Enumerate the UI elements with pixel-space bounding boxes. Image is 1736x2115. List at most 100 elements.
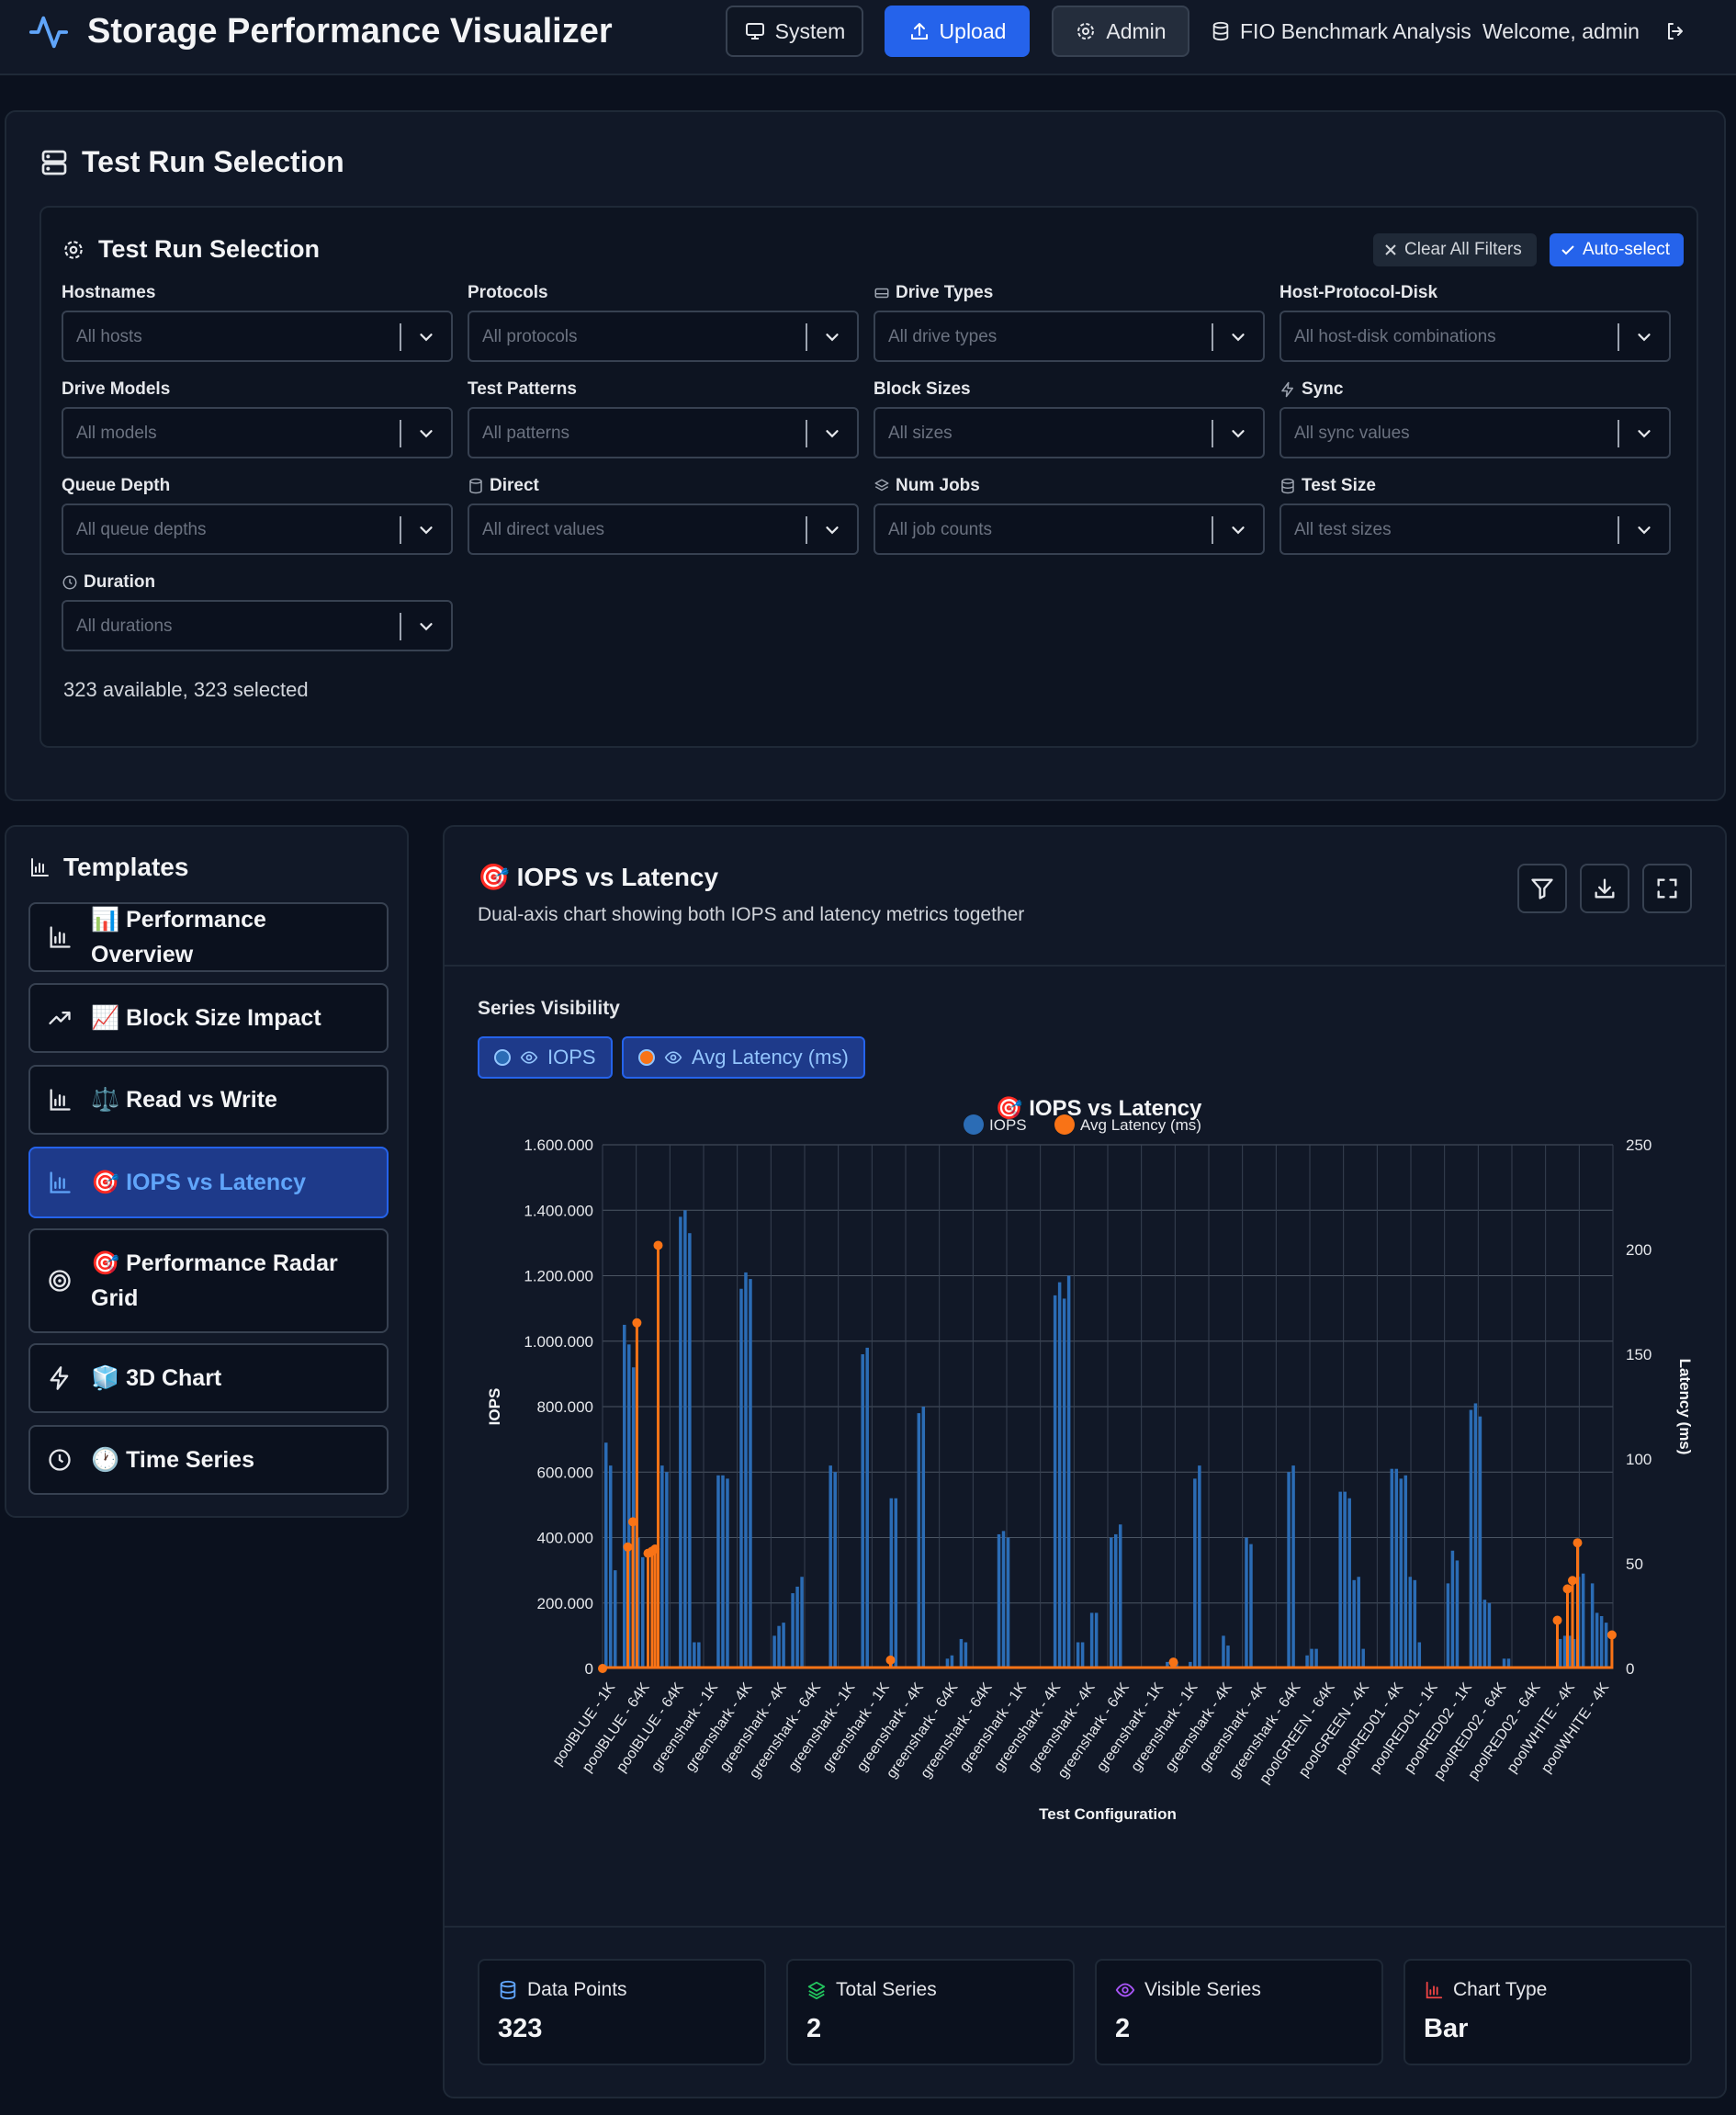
filter-select-test-size[interactable]: All test sizes	[1279, 503, 1671, 555]
filter-select-drive-types[interactable]: All drive types	[874, 311, 1265, 362]
iops-bar[interactable]	[1249, 1544, 1253, 1668]
latency-point[interactable]	[1568, 1576, 1577, 1586]
iops-bar[interactable]	[1189, 1661, 1192, 1668]
iops-bar[interactable]	[697, 1642, 701, 1669]
iops-bar[interactable]	[1502, 1658, 1506, 1668]
chevron-down-icon[interactable]	[1634, 520, 1654, 540]
iops-bar[interactable]	[721, 1475, 725, 1668]
iops-bar[interactable]	[959, 1638, 964, 1668]
template-performance-radar-grid[interactable]: 🎯 Performance Radar Grid	[28, 1228, 389, 1333]
chevron-down-icon[interactable]	[822, 520, 842, 540]
chevron-down-icon[interactable]	[416, 327, 436, 347]
iops-bar[interactable]	[1193, 1478, 1197, 1668]
iops-bar[interactable]	[660, 1465, 664, 1668]
iops-bar[interactable]	[1599, 1616, 1604, 1668]
iops-bar[interactable]	[623, 1324, 626, 1668]
iops-bar[interactable]	[1245, 1537, 1248, 1669]
iops-bar[interactable]	[1094, 1612, 1099, 1668]
iops-bar[interactable]	[1399, 1478, 1403, 1668]
upload-button[interactable]: Upload	[885, 6, 1030, 57]
iops-bar[interactable]	[1222, 1635, 1225, 1668]
iops-bar[interactable]	[609, 1465, 613, 1668]
iops-bar[interactable]	[627, 1344, 631, 1668]
iops-bar[interactable]	[665, 1472, 669, 1668]
iops-bar[interactable]	[749, 1279, 752, 1668]
download-button[interactable]	[1580, 864, 1629, 913]
iops-bar[interactable]	[1417, 1642, 1422, 1669]
iops-bar[interactable]	[1482, 1600, 1487, 1668]
filter-select-num-jobs[interactable]: All job counts	[874, 503, 1265, 555]
iops-bar[interactable]	[1066, 1275, 1071, 1669]
iops-bar[interactable]	[739, 1288, 743, 1668]
filter-select-block-sizes[interactable]: All sizes	[874, 407, 1265, 458]
iops-bar[interactable]	[800, 1577, 804, 1668]
iops-bar[interactable]	[1446, 1583, 1450, 1668]
iops-bar[interactable]	[1291, 1465, 1295, 1668]
chevron-down-icon[interactable]	[1228, 520, 1248, 540]
template-read-vs-write[interactable]: ⚖️ Read vs Write	[28, 1065, 389, 1135]
iops-bar[interactable]	[795, 1586, 799, 1668]
latency-point[interactable]	[1606, 1630, 1617, 1640]
fio-benchmark-link[interactable]: FIO Benchmark Analysis	[1211, 17, 1471, 46]
filter-select-duration[interactable]: All durations	[62, 600, 453, 651]
iops-bar[interactable]	[1057, 1282, 1062, 1668]
filter-select-sync[interactable]: All sync values	[1279, 407, 1671, 458]
iops-bar[interactable]	[1604, 1623, 1608, 1668]
iops-bar[interactable]	[1062, 1298, 1066, 1668]
iops-bar[interactable]	[1394, 1468, 1399, 1668]
iops-bar[interactable]	[1506, 1658, 1511, 1668]
filter-select-host-protocol-disk[interactable]: All host-disk combinations	[1279, 311, 1671, 362]
iops-bar[interactable]	[641, 1556, 645, 1668]
iops-bar[interactable]	[1076, 1642, 1080, 1669]
filter-select-direct[interactable]: All direct values	[468, 503, 859, 555]
iops-bar[interactable]	[1408, 1577, 1413, 1668]
iops-bar[interactable]	[861, 1354, 864, 1668]
iops-bar[interactable]	[1413, 1579, 1417, 1668]
iops-bar[interactable]	[726, 1478, 729, 1668]
iops-bar[interactable]	[829, 1465, 832, 1668]
iops-bar[interactable]	[921, 1407, 926, 1668]
iops-bar[interactable]	[1473, 1403, 1478, 1668]
filter-select-test-patterns[interactable]: All patterns	[468, 407, 859, 458]
filter-select-queue-depth[interactable]: All queue depths	[62, 503, 453, 555]
iops-bar[interactable]	[791, 1593, 795, 1668]
iops-bar[interactable]	[1562, 1635, 1567, 1668]
iops-bar[interactable]	[614, 1570, 617, 1668]
iops-bar[interactable]	[1114, 1533, 1118, 1668]
latency-point[interactable]	[650, 1544, 660, 1555]
iops-bar[interactable]	[693, 1642, 696, 1669]
latency-point[interactable]	[623, 1542, 633, 1552]
iops-bar[interactable]	[889, 1498, 894, 1668]
latency-point[interactable]	[1573, 1538, 1583, 1548]
chevron-down-icon[interactable]	[416, 616, 436, 637]
iops-bar[interactable]	[894, 1498, 898, 1668]
filter-select-drive-models[interactable]: All models	[62, 407, 453, 458]
logout-icon[interactable]	[1664, 20, 1686, 42]
filter-select-protocols[interactable]: All protocols	[468, 311, 859, 362]
template-3d-chart[interactable]: 🧊 3D Chart	[28, 1343, 389, 1413]
iops-bar[interactable]	[1110, 1537, 1113, 1669]
iops-bar[interactable]	[1572, 1638, 1576, 1668]
iops-bar[interactable]	[1590, 1583, 1595, 1668]
chevron-down-icon[interactable]	[822, 424, 842, 444]
iops-bar[interactable]	[744, 1272, 748, 1668]
iops-bar[interactable]	[1343, 1491, 1347, 1668]
latency-point[interactable]	[653, 1240, 663, 1250]
iops-bar[interactable]	[1166, 1661, 1169, 1668]
latency-point[interactable]	[1168, 1657, 1178, 1668]
iops-bar[interactable]	[777, 1625, 781, 1668]
filter-button[interactable]	[1517, 864, 1567, 913]
iops-bar[interactable]	[1581, 1573, 1585, 1668]
iops-bar[interactable]	[679, 1216, 682, 1668]
iops-bar[interactable]	[1001, 1531, 1006, 1668]
iops-bar[interactable]	[997, 1533, 1001, 1668]
iops-bar[interactable]	[1487, 1602, 1492, 1668]
chevron-down-icon[interactable]	[416, 520, 436, 540]
iops-bar[interactable]	[1338, 1491, 1342, 1668]
iops-bar[interactable]	[917, 1413, 921, 1668]
iops-bar[interactable]	[964, 1642, 968, 1669]
latency-point[interactable]	[628, 1517, 637, 1527]
template-iops-vs-latency[interactable]: 🎯 IOPS vs Latency	[28, 1147, 389, 1218]
iops-bar[interactable]	[1053, 1295, 1057, 1668]
iops-bar[interactable]	[1390, 1468, 1394, 1668]
